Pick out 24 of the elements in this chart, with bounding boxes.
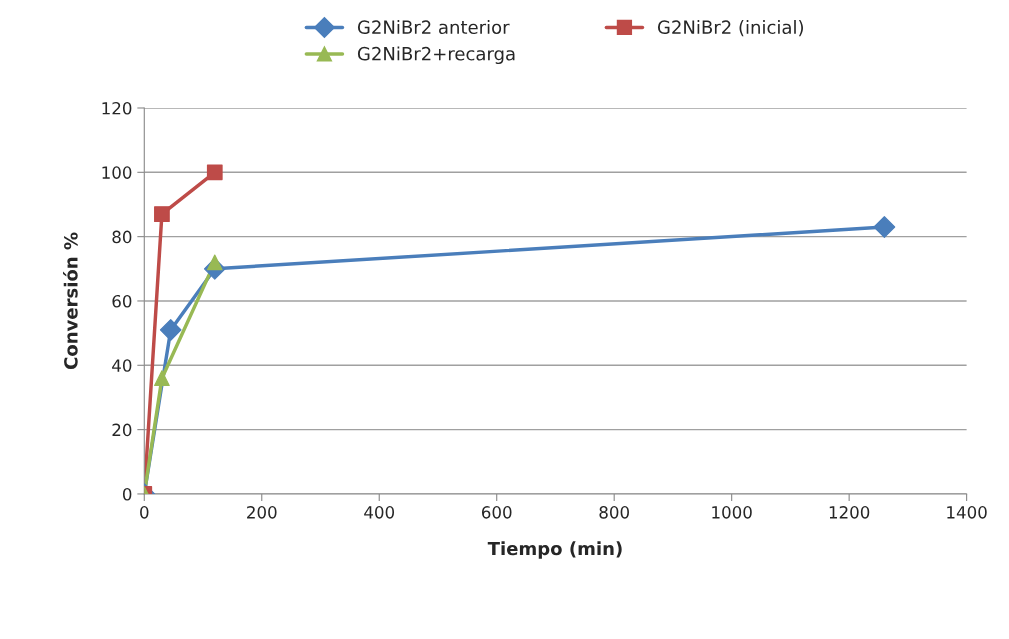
x-tick-label: 0 [140,506,149,519]
point [206,164,223,181]
x-tick-label: 600 [481,506,512,519]
y-tick-label: 20 [112,423,132,437]
y-tick-label: 80 [112,230,132,244]
y-tick-label: 100 [102,166,132,179]
y-tick-label: 40 [112,359,132,372]
y-axis-title: Conversión % [63,232,78,370]
point [154,206,170,222]
point [159,319,182,341]
x-tick-label: 1200 [829,506,870,519]
legend-label: G2NiBr2+recarga [357,46,515,65]
y-tick-label: 0 [122,487,132,501]
legend-label: G2NiBr2 (inicial) [657,20,803,37]
y-tick-label: 60 [112,294,132,308]
legend-label: G2NiBr2 anterior [357,20,510,35]
x-tick-label: 400 [364,506,395,519]
point [873,216,896,238]
y-tick-label: 120 [102,101,132,115]
x-tick-label: 800 [599,506,629,519]
x-tick-label: 200 [247,506,277,519]
x-tick-label: 1000 [712,506,752,519]
x-tick-label: 1400 [947,506,987,519]
x-axis-title: Tiempo (min) [487,541,622,559]
